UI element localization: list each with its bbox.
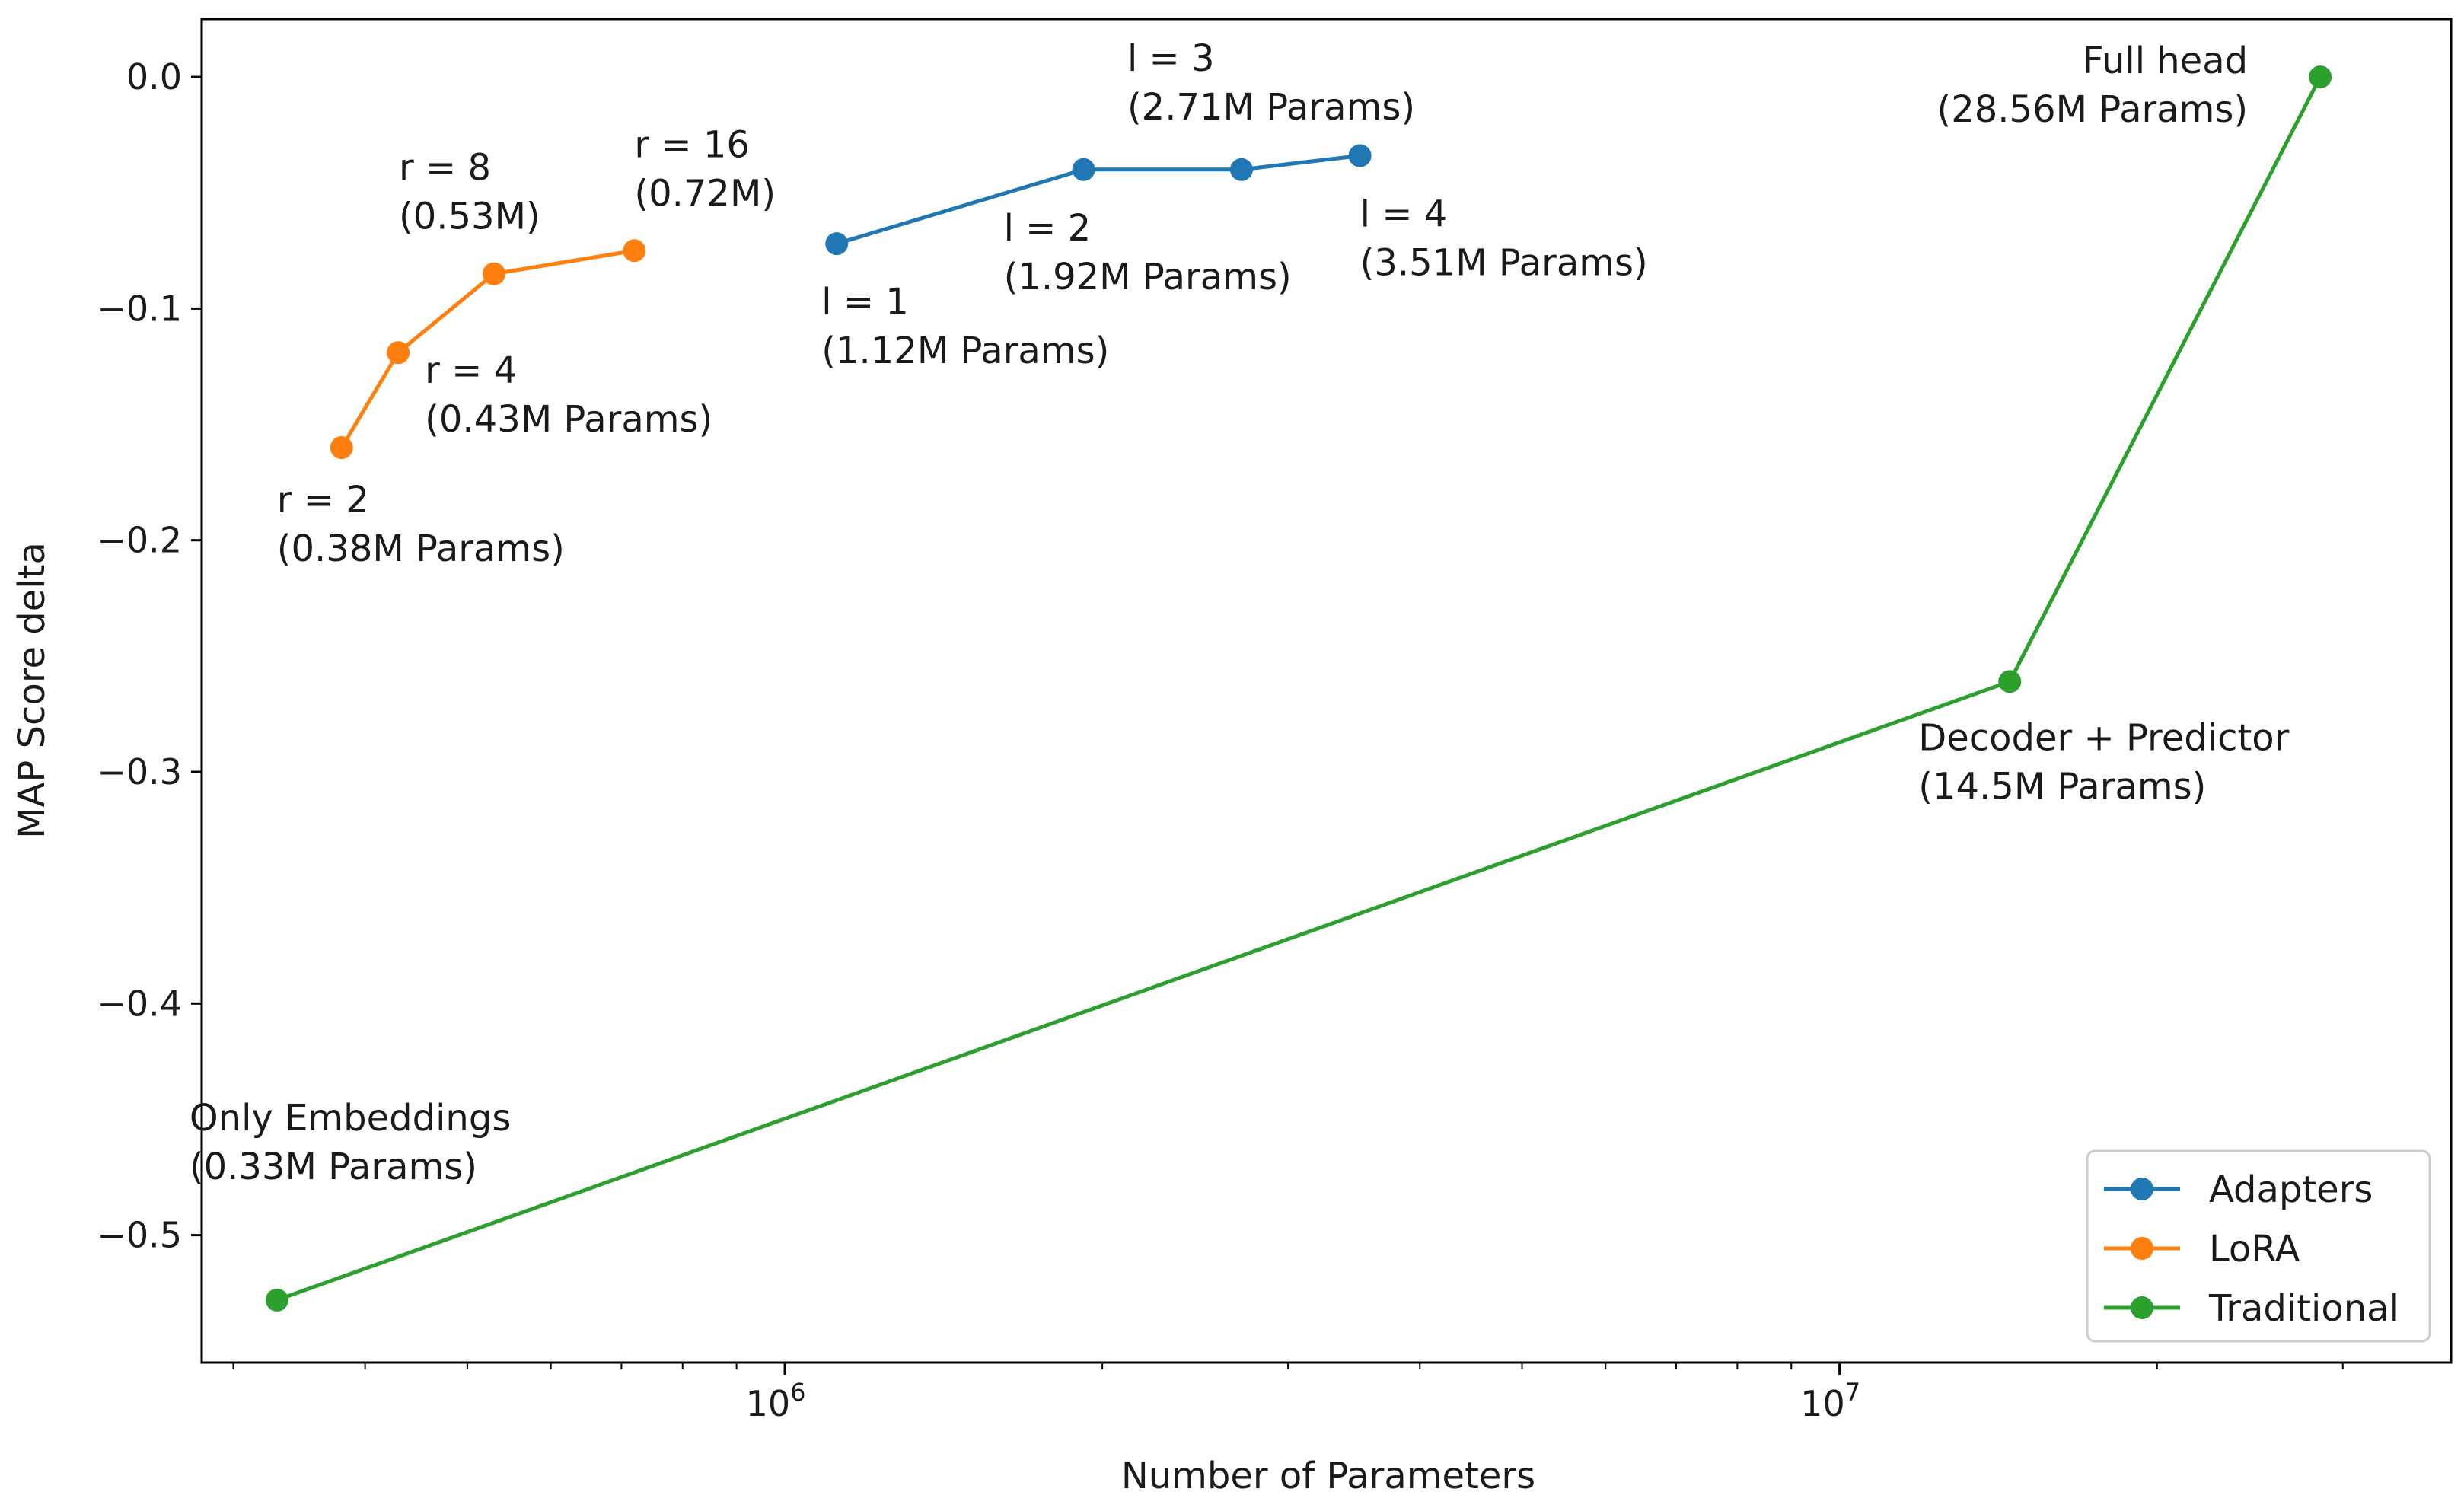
adapters-point [1229,158,1253,181]
annotations-layer: l = 1 (1.12M Params)l = 2 (1.92M Params) l … [190,37,2290,1188]
lora-annotation: r = 8 (0.53M) [399,147,540,238]
adapters-point [1072,158,1095,181]
adapters-point [1348,144,1372,167]
legend-marker-lora [2131,1237,2153,1260]
traditional-annotation: Decoder + Predictor (14.5M Params) [1918,716,2289,808]
lora-annotation: r = 4 (0.43M Params) [425,349,712,441]
lora-point [330,435,353,459]
y-axis-title: MAP Score delta [11,542,53,839]
lora-point [623,239,646,263]
y-tick-label: −0.3 [97,751,182,792]
y-tick-label: −0.5 [97,1215,182,1256]
lora-line [339,248,635,449]
adapters-annotation: l = 4 (3.51M Params) [1360,193,1648,285]
traditional-point [2309,65,2332,89]
lora-point [482,262,505,285]
y-tick-label: 0.0 [126,56,182,97]
adapters-line [836,154,1360,246]
y-tick-label: −0.4 [97,983,182,1024]
legend: Adapters LoRA Traditional [2086,1149,2431,1343]
legend-marker-traditional [2131,1296,2153,1319]
adapters-annotation: l = 2 (1.92M Params) [1004,207,1292,298]
x-tick-label: 107 [1800,1378,1860,1424]
adapters-point [825,232,849,256]
lora-annotation: r = 16 (0.72M) [634,123,776,215]
legend-marker-adapters [2131,1178,2153,1200]
y-tick-label: −0.1 [97,288,182,329]
legend-box [2086,1149,2431,1343]
adapters-annotation: l = 3 (2.71M Params) [1127,37,1415,129]
traditional-point [265,1288,288,1312]
legend-label-lora: LoRA [2209,1228,2300,1270]
lora-point [387,341,410,365]
traditional-annotation: Only Embeddings (0.33M Params) [190,1097,511,1188]
x-tick-label: 106 [746,1378,806,1424]
lora-annotation: r = 2 (0.38M Params) [277,479,565,570]
x-axis-title: Number of Parameters [1121,1455,1535,1497]
plot-area [200,18,2453,1364]
legend-label-adapters: Adapters [2209,1168,2373,1211]
y-tick-label: −0.2 [97,520,182,561]
legend-label-traditional: Traditional [2208,1287,2399,1330]
series-layer [265,65,2332,1312]
adapters-annotation: l = 1 (1.12M Params) [821,281,1109,372]
traditional-annotation: Full head (28.56M Params) [1936,40,2248,131]
traditional-point [1998,670,2022,693]
ticks-layer: 0.0 −0.1 −0.2 −0.3 −0.4 −0.5 106 107 [97,56,2344,1424]
